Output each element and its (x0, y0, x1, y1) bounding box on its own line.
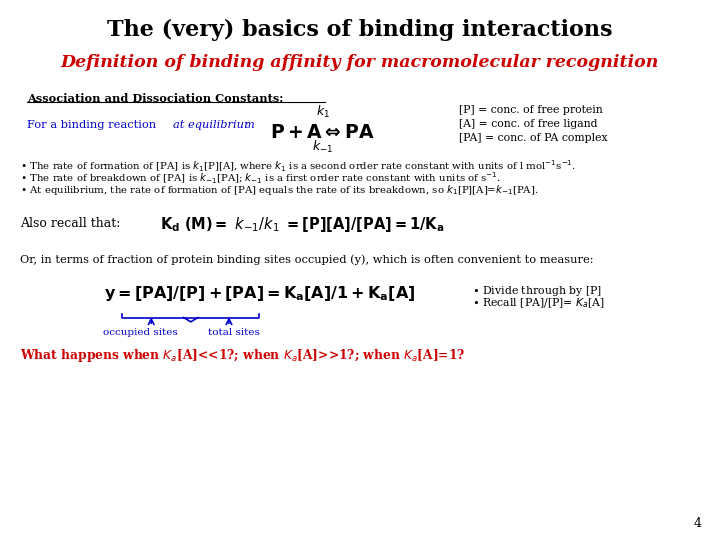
Text: $\mathbf{P + A \Leftrightarrow PA}$: $\mathbf{P + A \Leftrightarrow PA}$ (270, 124, 375, 142)
Text: total sites: total sites (208, 328, 260, 337)
Text: The (very) basics of binding interactions: The (very) basics of binding interaction… (107, 19, 613, 41)
Text: Or, in terms of fraction of protein binding sites occupied (y), which is often c: Or, in terms of fraction of protein bind… (20, 255, 594, 266)
Text: $k_{-1}$: $k_{-1}$ (312, 139, 333, 156)
Text: $\bullet$ Divide through by [P]: $\bullet$ Divide through by [P] (472, 284, 601, 298)
Text: [A] = conc. of free ligand: [A] = conc. of free ligand (459, 119, 598, 129)
Text: [PA] = conc. of PA complex: [PA] = conc. of PA complex (459, 133, 608, 143)
Text: 4: 4 (694, 517, 702, 530)
Text: at equilibrium: at equilibrium (173, 120, 255, 130)
Text: For a binding reaction: For a binding reaction (27, 120, 160, 130)
Text: $\bullet$ The rate of formation of [PA] is $k_1$[P][A], where $k_1$ is a second : $\bullet$ The rate of formation of [PA] … (20, 159, 576, 174)
Text: $k_1$: $k_1$ (315, 104, 330, 120)
Text: $\bullet$ The rate of breakdown of [PA] is $k_{-1}$[PA]; $k_{-1}$ is a first ord: $\bullet$ The rate of breakdown of [PA] … (20, 171, 501, 186)
Text: Also recall that:: Also recall that: (20, 217, 120, 230)
Text: Association and Dissociation Constants:: Association and Dissociation Constants: (27, 93, 284, 104)
Text: $\mathbf{K_d\ (M)=}\ k_{-1}/k_1\ \mathbf{= [P][A]/[PA] = 1/K_a}$: $\mathbf{K_d\ (M)=}\ k_{-1}/k_1\ \mathbf… (161, 215, 444, 234)
Text: $\bullet$ Recall [PA]/[P]= $K_a$[A]: $\bullet$ Recall [PA]/[P]= $K_a$[A] (472, 296, 605, 309)
Text: Definition of binding affinity for macromolecular recognition: Definition of binding affinity for macro… (60, 54, 660, 71)
Text: :: : (245, 120, 248, 130)
Text: What happens when $K_a$[A]<<1?; when $K_a$[A]>>1?; when $K_a$[A]=1?: What happens when $K_a$[A]<<1?; when $K_… (20, 347, 466, 363)
Text: $\mathbf{y=[PA]/[P]+[PA] = K_a[A]/1+K_a[A]}$: $\mathbf{y=[PA]/[P]+[PA] = K_a[A]/1+K_a[… (104, 284, 415, 303)
Text: [P] = conc. of free protein: [P] = conc. of free protein (459, 105, 603, 115)
Text: $\bullet$ At equilibrium, the rate of formation of [PA] equals the rate of its b: $\bullet$ At equilibrium, the rate of fo… (20, 183, 539, 197)
Text: occupied sites: occupied sites (103, 328, 178, 337)
